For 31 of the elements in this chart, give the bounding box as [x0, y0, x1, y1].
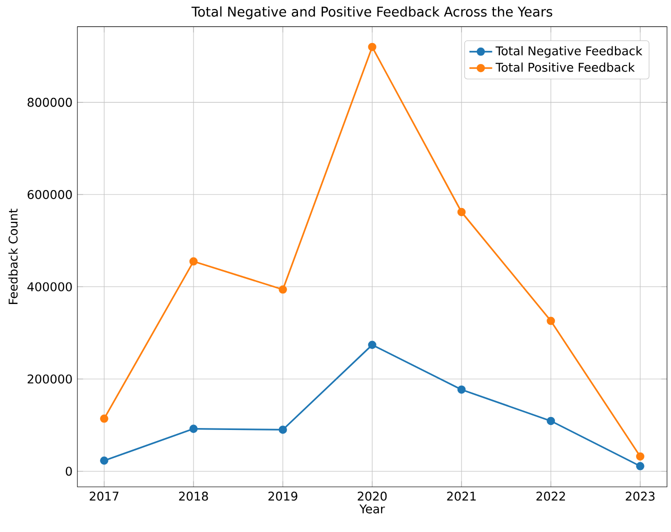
y-tick-label: 0 — [66, 466, 72, 476]
point — [278, 425, 287, 434]
legend-label: Total Negative Feedback — [496, 46, 642, 58]
chart-title: Total Negative and Positive Feedback Across the Years — [191, 6, 552, 20]
x-tick-label: 2021 — [447, 492, 476, 501]
x-axis-title: Year — [359, 504, 385, 514]
point — [189, 424, 198, 433]
point — [368, 340, 376, 349]
point — [278, 285, 287, 294]
point — [546, 416, 555, 425]
y-tick-label: 600000 — [28, 190, 72, 199]
point — [100, 414, 108, 423]
point — [368, 42, 376, 51]
x-tick-label: 2023 — [626, 492, 655, 501]
x-tick-label: 2022 — [536, 492, 565, 501]
point — [457, 385, 466, 394]
x-tick-label: 2018 — [179, 492, 208, 501]
point — [100, 456, 108, 465]
y-axis-title: Feedback Count — [8, 208, 18, 304]
x-tick-label: 2019 — [268, 492, 298, 501]
x-tick-label: 2020 — [358, 492, 387, 501]
point — [636, 452, 644, 460]
point — [546, 316, 555, 325]
legend-label: Total Positive Feedback — [496, 62, 635, 72]
y-tick-label: 800000 — [28, 98, 72, 107]
point — [457, 208, 466, 216]
y-tick-label: 200000 — [28, 374, 72, 384]
y-tick-label: 400000 — [27, 282, 72, 292]
point — [636, 462, 644, 470]
x-tick-label: 2017 — [90, 492, 118, 501]
point — [189, 257, 198, 266]
